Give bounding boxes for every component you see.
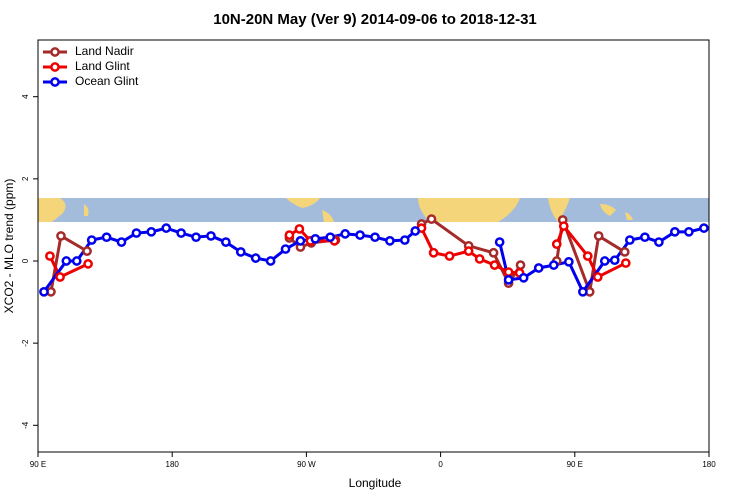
data-point <box>503 275 514 285</box>
data-point <box>619 247 630 257</box>
data-point <box>55 272 65 282</box>
data-point <box>131 228 142 238</box>
data-point <box>684 226 694 237</box>
data-point <box>518 272 529 283</box>
data-point <box>385 236 395 246</box>
data-point <box>410 226 421 236</box>
data-point <box>146 226 157 237</box>
data-point <box>551 239 562 250</box>
data-point <box>624 235 635 245</box>
data-point <box>488 247 499 258</box>
data-point <box>474 254 485 264</box>
data-point <box>294 224 305 234</box>
data-point <box>235 247 246 257</box>
data-point <box>265 256 276 266</box>
data-point <box>116 237 127 247</box>
legend-marker <box>50 62 60 72</box>
data-point <box>558 221 569 231</box>
y-tick-label: 0 <box>21 258 30 263</box>
data-point <box>620 258 631 268</box>
legend-marker <box>50 47 60 57</box>
x-tick-label: 180 <box>702 460 716 469</box>
x-tick-label: 90 E <box>567 460 583 469</box>
data-point <box>86 235 97 245</box>
y-tick-label: 2 <box>21 176 30 181</box>
data-point <box>548 260 559 270</box>
data-point <box>654 237 664 247</box>
data-point <box>206 231 216 241</box>
data-point <box>221 237 231 247</box>
data-point <box>640 232 650 243</box>
data-point <box>191 232 201 243</box>
data-point <box>284 230 295 240</box>
legend-marker <box>50 77 60 87</box>
x-tick-label: 90 E <box>30 460 46 469</box>
data-point <box>83 259 93 269</box>
x-axis-label: Longitude <box>349 476 402 490</box>
data-point <box>101 232 112 243</box>
data-point <box>45 251 55 261</box>
x-tick-label: 180 <box>166 460 180 469</box>
data-point <box>592 272 603 282</box>
data-point <box>82 246 92 256</box>
data-point <box>489 260 500 270</box>
chart-title: 10N-20N May (Ver 9) 2014-09-06 to 2018-1… <box>213 11 537 28</box>
data-point <box>515 260 526 270</box>
data-point <box>444 251 455 261</box>
data-point <box>494 237 505 247</box>
data-point <box>355 230 365 240</box>
data-point <box>426 214 437 224</box>
data-point <box>428 247 439 258</box>
data-point <box>578 286 588 297</box>
data-point <box>250 253 261 263</box>
legend-label: Land Nadir <box>75 44 134 58</box>
legend-label: Land Glint <box>75 59 130 73</box>
data-point <box>563 256 574 267</box>
data-point <box>533 263 544 273</box>
y-axis-label: XCO2 - MLO trend (ppm) <box>2 179 16 314</box>
data-point <box>71 256 82 266</box>
map-strip <box>38 198 709 222</box>
legend-label: Ocean Glint <box>75 74 139 88</box>
plot-frame <box>37 39 710 453</box>
data-point <box>370 232 380 243</box>
data-point <box>61 256 72 266</box>
data-point <box>699 223 709 233</box>
data-point <box>503 267 514 277</box>
y-tick-label: -2 <box>21 339 30 347</box>
data-point <box>609 255 620 266</box>
data-point <box>295 236 306 246</box>
data-point <box>599 256 610 266</box>
data-point <box>593 231 604 241</box>
data-point <box>56 231 66 241</box>
data-point <box>325 232 336 243</box>
data-point <box>280 244 291 254</box>
data-point <box>582 251 593 261</box>
data-point <box>39 286 49 297</box>
x-tick-label: 90 W <box>297 460 316 469</box>
data-point <box>310 233 321 244</box>
data-point <box>176 228 186 238</box>
data-point <box>340 229 351 239</box>
data-point <box>161 223 172 233</box>
y-tick-label: 4 <box>21 94 30 99</box>
x-tick-label: 0 <box>438 460 443 469</box>
data-point <box>399 235 410 245</box>
data-point <box>670 226 680 237</box>
data-point <box>463 246 474 256</box>
y-tick-label: -4 <box>21 421 30 429</box>
